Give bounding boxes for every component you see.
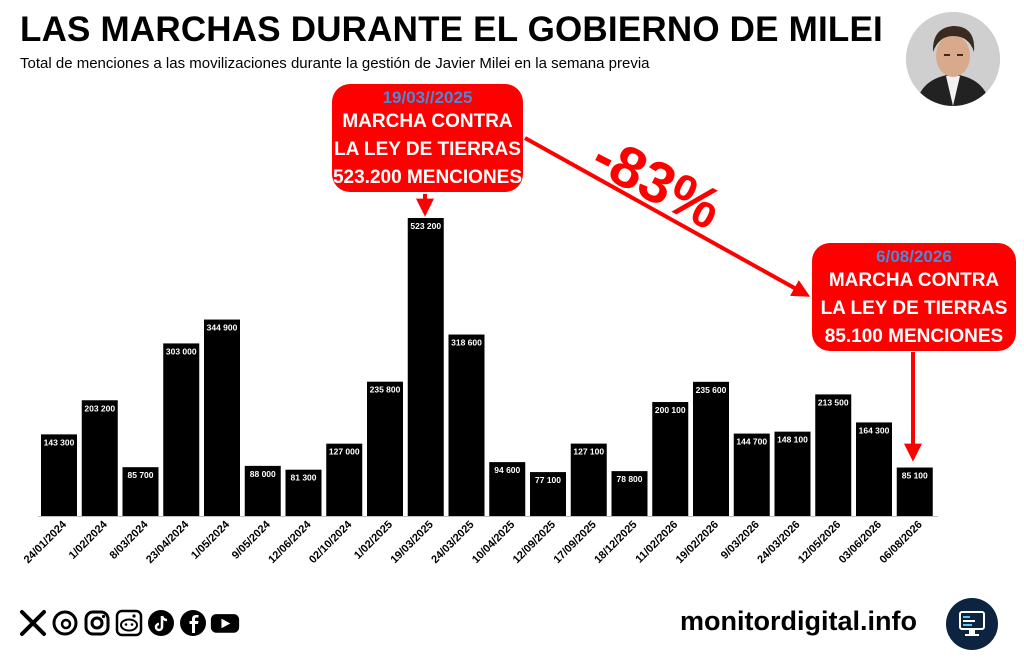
- callout-peak-line2: LA LEY DE TIERRAS: [334, 139, 521, 160]
- bar-chart: 143 300 24/01/2024 203 200 1/02/2024 85 700 8…: [22, 136, 938, 566]
- bar-value-label: 164 300: [859, 425, 890, 435]
- bar: [41, 434, 77, 516]
- brand-name: monitordigital.info: [680, 606, 917, 636]
- bar: [122, 467, 159, 516]
- bar: [530, 472, 566, 516]
- bar-value-label: 78 800: [617, 474, 643, 484]
- bar: [285, 469, 322, 516]
- bar: [448, 334, 485, 516]
- bar: [693, 381, 729, 516]
- bar: [896, 467, 933, 516]
- bar-value-label: 85 100: [902, 471, 928, 481]
- callout-peak-date: 19/03//2025: [382, 88, 473, 107]
- bar-value-label: 523 200: [410, 221, 441, 231]
- bar-value-label: 88 000: [250, 469, 276, 479]
- x-tick-label: 9/05/2024: [230, 518, 274, 562]
- bar-value-label: 143 300: [44, 437, 75, 447]
- callout-latest-line1: MARCHA CONTRA: [828, 270, 1000, 291]
- bar: [489, 462, 526, 516]
- facebook-icon[interactable]: [178, 608, 208, 638]
- bar: [407, 218, 444, 516]
- x-tick-label: 02/10/2024: [307, 518, 355, 566]
- reddit-icon[interactable]: [114, 608, 144, 638]
- callout-latest-date: 6/08/2026: [876, 247, 952, 266]
- x-tick-label: 23/04/2024: [144, 518, 192, 566]
- bar: [367, 381, 403, 516]
- bar-value-label: 203 200: [84, 403, 115, 413]
- bar: [204, 319, 240, 516]
- bar-value-label: 200 100: [655, 405, 686, 415]
- x-tick-label: 9/03/2026: [719, 519, 762, 562]
- bar-value-label: 235 800: [370, 385, 401, 395]
- bar: [774, 431, 811, 516]
- social-icons: [18, 608, 240, 638]
- bar-value-label: 144 700: [736, 437, 767, 447]
- arrow-decline: [524, 136, 811, 297]
- x-tick-label: 1/02/2024: [67, 518, 111, 562]
- x-tick-label: 1/05/2024: [189, 518, 233, 562]
- bar: [856, 422, 892, 516]
- x-tick-label: 8/03/2024: [108, 518, 152, 562]
- x-tick-label: 24/01/2024: [22, 518, 70, 566]
- bar-value-label: 127 100: [573, 447, 604, 457]
- x-tick-label: 17/09/2025: [551, 519, 598, 566]
- x-tick-label: 12/09/2025: [511, 519, 558, 566]
- callout-latest: 6/08/2026 MARCHA CONTRA LA LEY DE TIERRA…: [812, 243, 1016, 351]
- bar-value-label: 303 000: [166, 346, 197, 356]
- x-tick-label: 19/03/2025: [388, 519, 435, 566]
- chart-subtitle: Total de menciones a las movilizaciones …: [20, 55, 650, 72]
- bar-value-label: 85 700: [128, 470, 154, 480]
- bar: [81, 400, 118, 516]
- bar-value-label: 213 500: [818, 397, 849, 407]
- x-tick-label: 1/02/2025: [352, 519, 395, 562]
- avatar: [906, 12, 1000, 106]
- bar: [244, 465, 281, 516]
- tiktok-icon[interactable]: [146, 608, 176, 638]
- instagram-icon[interactable]: [82, 608, 112, 638]
- bar: [163, 343, 200, 516]
- x-tick-label: 12/05/2026: [796, 519, 843, 566]
- bar: [733, 433, 770, 516]
- bar-value-label: 81 300: [291, 473, 317, 483]
- bar: [326, 443, 363, 516]
- bar-value-label: 127 000: [329, 447, 360, 457]
- bar-value-label: 77 100: [535, 475, 561, 485]
- x-tick-label: 19/02/2026: [674, 519, 721, 566]
- callout-latest-line3: 85.100 MENCIONES: [824, 326, 1004, 347]
- x-tick-label: 24/03/2025: [429, 519, 476, 566]
- bar: [815, 394, 852, 516]
- bar: [652, 402, 689, 516]
- bar-value-label: 344 900: [207, 323, 238, 333]
- x-icon[interactable]: [18, 608, 48, 638]
- x-tick-label: 10/04/2025: [470, 519, 517, 566]
- bar: [570, 443, 607, 516]
- bar-value-label: 148 100: [777, 435, 808, 445]
- callout-peak-line1: MARCHA CONTRA: [342, 111, 513, 132]
- youtube-icon[interactable]: [210, 608, 240, 638]
- monitor-logo-icon: [946, 598, 998, 650]
- callout-peak: 19/03//2025 MARCHA CONTRA LA LEY DE TIER…: [332, 84, 523, 192]
- x-tick-label: 18/12/2025: [592, 519, 639, 566]
- x-tick-label: 03/06/2026: [837, 519, 884, 566]
- x-tick-label: 24/03/2026: [755, 519, 802, 566]
- threads-icon[interactable]: [50, 608, 80, 638]
- bar-value-label: 94 600: [494, 465, 520, 475]
- x-tick-label: 06/08/2026: [877, 519, 924, 566]
- bar-value-label: 318 600: [451, 338, 482, 348]
- chart-title: LAS MARCHAS DURANTE EL GOBIERNO DE MILEI: [20, 10, 883, 49]
- bar: [611, 471, 648, 516]
- bar-value-label: 235 600: [696, 385, 727, 395]
- callout-peak-line3: 523.200 MENCIONES: [332, 167, 523, 188]
- callout-latest-line2: LA LEY DE TIERRAS: [820, 298, 1008, 319]
